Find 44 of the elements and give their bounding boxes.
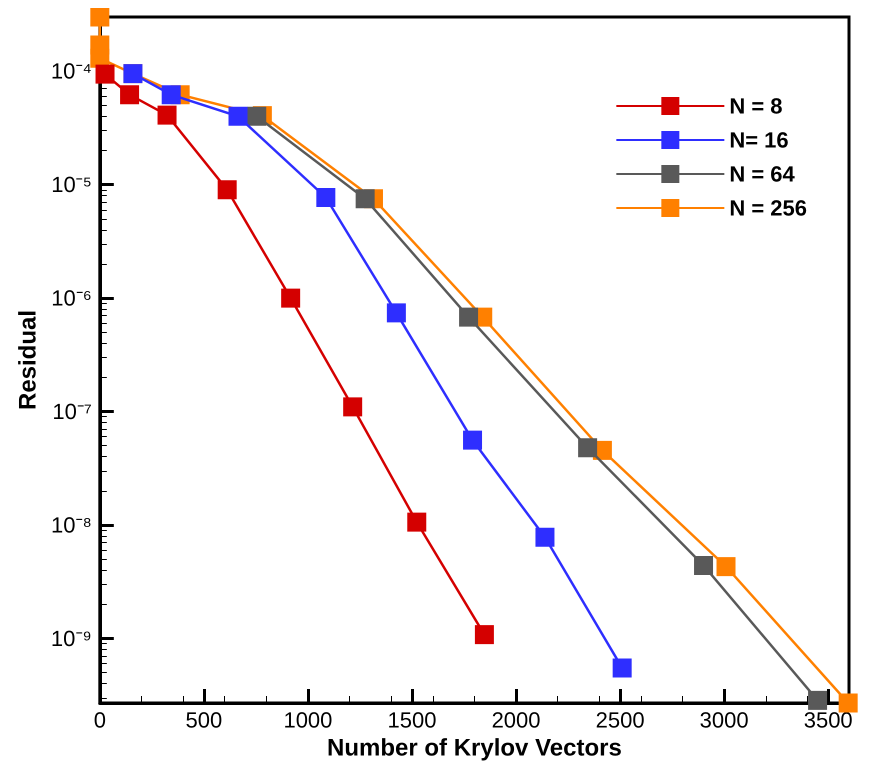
point	[474, 625, 494, 644]
point	[162, 85, 181, 104]
point	[356, 189, 375, 208]
point	[694, 556, 714, 575]
point	[218, 180, 237, 200]
x-tick-label: 1500	[388, 708, 436, 732]
point	[612, 658, 632, 678]
x-tick-label: 1000	[283, 708, 332, 732]
point	[459, 308, 478, 327]
point	[386, 303, 406, 322]
point	[90, 8, 110, 26]
point	[281, 288, 300, 308]
point	[228, 106, 248, 126]
legend-label: N = 256	[729, 196, 808, 220]
point	[247, 106, 266, 126]
y-axis-title: Residual	[14, 310, 42, 410]
x-tick-label: 3000	[700, 708, 749, 732]
point	[96, 64, 115, 84]
y-tick-label: 10⁻⁹	[50, 626, 92, 651]
x-tick-label: 2500	[596, 708, 645, 732]
point	[120, 85, 140, 104]
point	[407, 512, 426, 532]
point	[808, 690, 828, 710]
y-tick-label: 10⁻⁸	[51, 512, 92, 538]
point	[463, 430, 482, 450]
legend-label: N = 8	[729, 94, 783, 118]
y-tick-label: 10⁻⁶	[51, 286, 92, 311]
point	[158, 106, 177, 125]
y-tick-label: 10⁻⁴	[50, 58, 92, 84]
point	[343, 397, 362, 416]
x-tick-label: 0	[94, 708, 106, 732]
x-tick-label: 500	[186, 708, 222, 732]
legend-label: N= 16	[729, 128, 789, 152]
point	[716, 557, 736, 576]
point	[838, 694, 858, 712]
point	[578, 438, 598, 458]
x-tick-label: 2000	[492, 708, 541, 732]
legend-label: N = 64	[729, 162, 796, 186]
y-tick-label: 10⁻⁵	[51, 172, 92, 198]
y-tick-label: 10⁻⁷	[52, 399, 92, 424]
point	[535, 528, 554, 547]
x-tick-label: 3500	[804, 708, 853, 732]
point	[316, 188, 336, 207]
x-axis-title: Number of Krylov Vectors	[327, 734, 622, 762]
